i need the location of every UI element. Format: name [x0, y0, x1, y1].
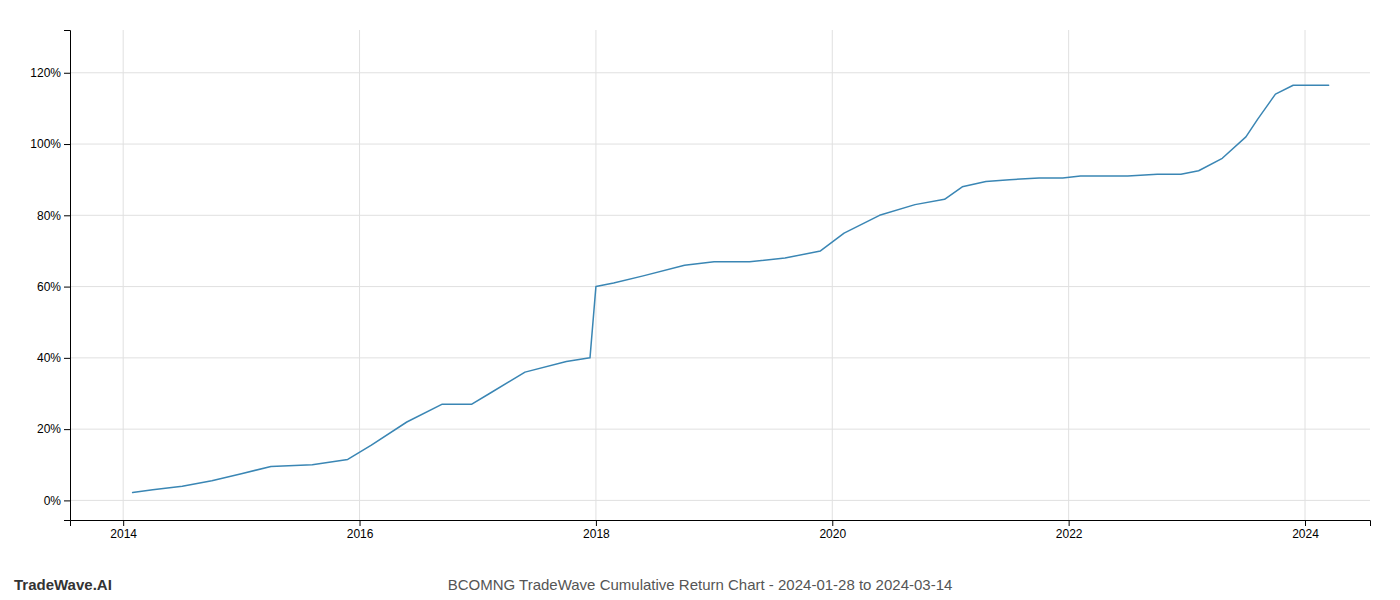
y-axis-line [64, 31, 71, 521]
x-axis: 2014 2016 2018 2020 2022 2024 [71, 520, 1371, 541]
x-axis-line [71, 521, 1371, 527]
x-grid-line [1305, 30, 1306, 520]
y-tick-label: 80% [37, 209, 61, 223]
x-tick-mark [360, 520, 361, 526]
x-tick-mark [832, 520, 833, 526]
y-grid-line [70, 144, 1370, 145]
x-tick-label: 2018 [583, 527, 610, 541]
x-tick: 2022 [1056, 520, 1083, 541]
y-tick-label: 40% [37, 351, 61, 365]
x-tick: 2014 [110, 520, 137, 541]
y-tick-mark [64, 144, 70, 145]
x-tick: 2016 [347, 520, 374, 541]
y-tick-mark [64, 358, 70, 359]
x-tick-label: 2024 [1292, 527, 1319, 541]
line [133, 85, 1329, 492]
y-axis: 0% 20% 40% 60% 80% 100% 120% [30, 31, 70, 521]
y-tick-label: 20% [37, 422, 61, 436]
x-tick-mark [1069, 520, 1070, 526]
x-grid-line [832, 30, 833, 520]
y-tick: 40% [37, 351, 70, 365]
y-tick: 80% [37, 209, 70, 223]
y-grid-line [70, 357, 1370, 358]
x-tick-label: 2020 [819, 527, 846, 541]
y-tick-label: 120% [30, 66, 61, 80]
x-tick: 2020 [819, 520, 846, 541]
x-tick-label: 2022 [1056, 527, 1083, 541]
x-grid-line [1068, 30, 1069, 520]
y-grid-line [70, 72, 1370, 73]
x-tick: 2024 [1292, 520, 1319, 541]
chart: 2014 2016 2018 2020 2022 2024 0% 20% 40% 60% 80% 10… [0, 0, 1400, 600]
y-tick-mark [64, 429, 70, 430]
y-grid-line [70, 429, 1370, 430]
y-tick-mark [64, 73, 70, 74]
y-tick: 20% [37, 422, 70, 436]
title: BCOMNG TradeWave Cumulative Return Chart… [448, 576, 953, 593]
x-grid-line [123, 30, 124, 520]
y-tick: 0% [44, 494, 70, 508]
x-tick: 2018 [583, 520, 610, 541]
x-tick-mark [123, 520, 124, 526]
y-tick-mark [64, 500, 70, 501]
watermark: TradeWave.AI [14, 576, 112, 593]
y-tick-label: 100% [30, 137, 61, 151]
y-grid-line [70, 500, 1370, 501]
x-tick-mark [596, 520, 597, 526]
y-tick: 120% [30, 66, 70, 80]
x-grid-line [595, 30, 596, 520]
y-tick: 60% [37, 280, 70, 294]
y-tick: 100% [30, 137, 70, 151]
x-tick-label: 2016 [347, 527, 374, 541]
x-tick-mark [1305, 520, 1306, 526]
plot-area [133, 85, 1329, 492]
y-grid-line [70, 215, 1370, 216]
x-grid-line [359, 30, 360, 520]
y-tick-mark [64, 215, 70, 216]
x-tick-label: 2014 [110, 527, 137, 541]
y-tick-mark [64, 287, 70, 288]
y-tick-label: 0% [44, 494, 62, 508]
grid [70, 30, 1370, 520]
y-tick-label: 60% [37, 280, 61, 294]
y-grid-line [70, 286, 1370, 287]
